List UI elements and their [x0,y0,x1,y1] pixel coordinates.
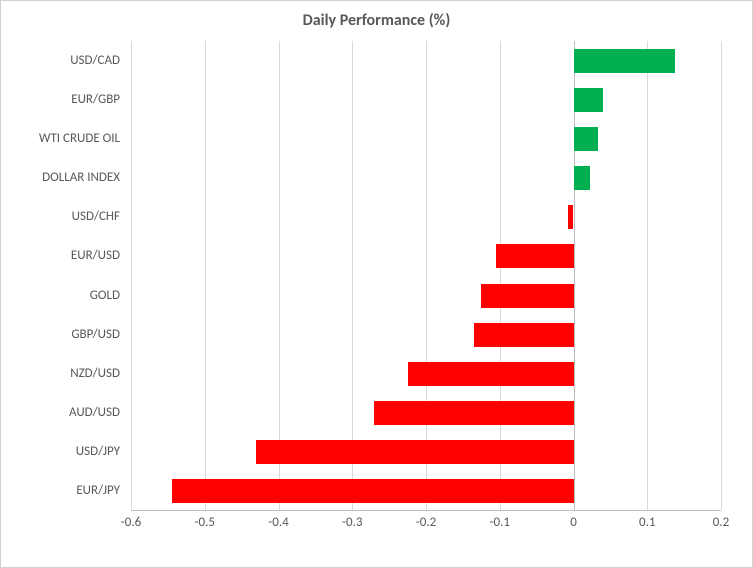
bar [574,88,604,112]
x-tick-label: 0.2 [713,515,729,530]
x-tick-label: -0.6 [121,515,141,530]
bar [374,401,573,425]
y-axis-labels: USD/CAD EUR/GBP WTI CRUDE OIL DOLLAR INDEX U… [1,41,126,511]
x-tick-label: -0.3 [342,515,362,530]
bar [496,244,573,268]
y-category-label: GOLD [1,284,126,308]
bar [574,49,675,73]
y-category-label: GBP/USD [1,323,126,347]
y-category-label: NZD/USD [1,362,126,386]
chart-title: Daily Performance (%) [1,1,752,36]
y-category-label: USD/JPY [1,440,126,464]
x-tick-label: 0.1 [639,515,655,530]
x-tick-label: -0.4 [268,515,288,530]
chart-container: Daily Performance (%) USD/CAD EUR/GBP WTI … [0,0,753,568]
x-tick-label: -0.2 [416,515,436,530]
bar [568,205,574,229]
bars-layer [131,41,721,510]
bar [481,284,573,308]
y-category-label: EUR/JPY [1,479,126,503]
y-category-label: USD/CAD [1,49,126,73]
x-axis-labels: -0.6-0.5-0.4-0.3-0.2-0.100.10.2 [131,515,721,535]
bar [172,479,574,503]
x-tick-label: -0.5 [195,515,215,530]
y-category-label: DOLLAR INDEX [1,166,126,190]
bar [574,166,590,190]
y-category-label: WTI CRUDE OIL [1,127,126,151]
bar [408,362,574,386]
y-category-label: AUD/USD [1,401,126,425]
y-category-label: EUR/GBP [1,88,126,112]
gridline [721,41,722,510]
y-category-label: EUR/USD [1,244,126,268]
bar [574,127,598,151]
bar [474,323,574,347]
bar [256,440,573,464]
x-tick-label: -0.1 [490,515,510,530]
plot-area [131,41,721,511]
y-category-label: USD/CHF [1,205,126,229]
x-tick-label: 0 [570,515,577,530]
